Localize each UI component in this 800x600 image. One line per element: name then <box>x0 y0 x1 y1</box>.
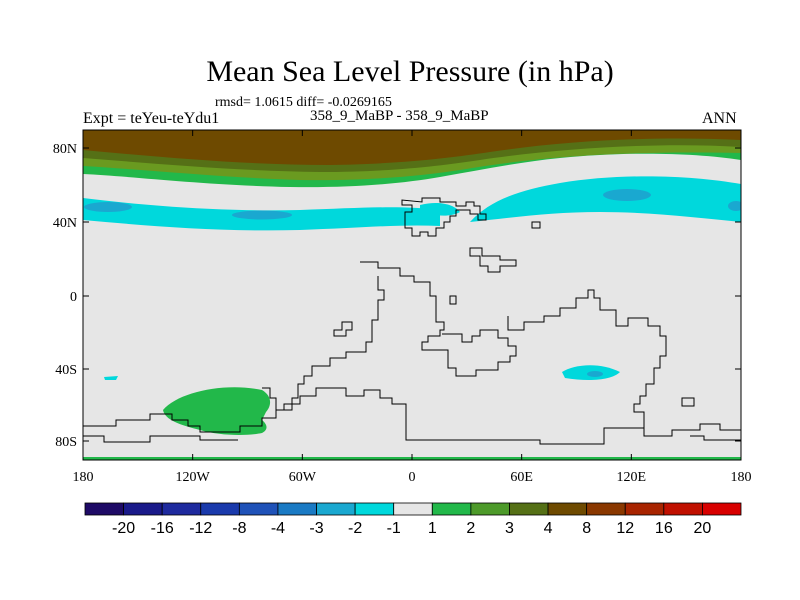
colorbar-swatch <box>84 502 124 516</box>
coast-island-4 <box>333 321 353 337</box>
colorbar-label: -3 <box>309 520 323 537</box>
lon-tick-label: 0 <box>409 470 416 485</box>
lat-tick-label: 80N <box>53 142 77 157</box>
colorbar-label: 20 <box>694 520 712 537</box>
coast-island-5 <box>531 221 541 229</box>
longitude-axis: 180 120W 60W 0 60E 120E 180 <box>73 130 752 485</box>
cyan-fleck <box>104 376 118 380</box>
coast-antarctic-lower <box>83 435 238 443</box>
lat-tick-label: 0 <box>70 290 77 305</box>
coast-africa-sa <box>360 261 517 377</box>
coastlines <box>83 197 741 445</box>
map-field <box>83 130 741 460</box>
colorbar-label: 12 <box>616 520 634 537</box>
colorbar-label: -16 <box>151 520 174 537</box>
colorbar-swatch <box>586 502 626 516</box>
cyan-core-4 <box>728 201 741 211</box>
colorbar-label: -12 <box>189 520 212 537</box>
season-label: ANN <box>702 110 737 127</box>
green-blob-south <box>163 387 271 435</box>
colorbar-swatch <box>316 502 356 516</box>
colorbar-label: 16 <box>655 520 673 537</box>
lon-tick-label: 60E <box>510 470 533 485</box>
period-label: 358_9_MaBP - 358_9_MaBP <box>310 108 489 124</box>
colorbar-swatch <box>393 502 433 516</box>
cyan-band-east <box>470 176 741 222</box>
colorbar-label: 3 <box>505 520 514 537</box>
colorbar-label: -8 <box>232 520 246 537</box>
brown-band <box>83 130 741 165</box>
lon-tick-label: 120W <box>176 470 211 485</box>
colorbar-swatch <box>277 502 317 516</box>
coast-east-rim <box>690 435 741 441</box>
colorbar-swatch <box>470 502 510 516</box>
cyan-blob-atlantic <box>420 202 460 216</box>
lat-tick-label: 40S <box>55 363 77 378</box>
cyan-core-3 <box>603 189 651 201</box>
lat-tick-label: 80S <box>55 435 77 450</box>
colorbar-label: 1 <box>428 520 437 537</box>
colorbar-label: -2 <box>348 520 362 537</box>
experiment-label: Expt = teYeu-teYdu1 <box>83 110 220 127</box>
colorbar-label: 2 <box>466 520 475 537</box>
colorbar-swatch <box>123 502 163 516</box>
lat-tick-label: 40N <box>53 216 77 231</box>
lon-tick-label: 180 <box>731 470 752 485</box>
latitude-axis: 80N 40N 0 40S 80S <box>53 142 741 450</box>
colorbar-label: 8 <box>582 520 591 537</box>
colorbar-label: -4 <box>271 520 285 537</box>
colorbar-swatch <box>663 502 703 516</box>
colorbar-swatch <box>431 502 472 516</box>
colorbar-swatch <box>354 502 395 516</box>
coast-north-europe <box>401 197 487 237</box>
coast-island-1 <box>681 397 695 407</box>
coast-island-2 <box>469 247 517 273</box>
colorbar-swatch <box>238 502 279 516</box>
coast-australia <box>507 289 667 428</box>
colorbar-label: -20 <box>112 520 135 537</box>
stats-subtitle: rmsd= 1.0615 diff= -0.0269165 <box>215 95 392 110</box>
colorbar-swatch <box>702 502 742 516</box>
coast-island-3 <box>449 295 457 305</box>
coast-antarctic <box>83 387 741 445</box>
colorbar-swatch <box>509 502 549 516</box>
cyan-core-1 <box>84 202 132 212</box>
colorbar-swatch <box>624 502 665 516</box>
map-title: Mean Sea Level Pressure (in hPa) <box>206 55 614 88</box>
lon-tick-label: 60W <box>289 470 317 485</box>
colorbar-label: -1 <box>387 520 401 537</box>
colorbar-swatch <box>161 502 202 516</box>
lon-tick-label: 120E <box>617 470 647 485</box>
colorbar: -20 -16 -12 -8 -4 -3 -2 -1 1 2 3 4 8 12 16 20 <box>84 502 742 537</box>
cyan-core-5 <box>587 371 603 377</box>
cyan-core-2 <box>232 210 292 220</box>
colorbar-swatch <box>547 502 588 516</box>
colorbar-swatch <box>200 502 240 516</box>
colorbar-label: 4 <box>544 520 553 537</box>
lon-tick-label: 180 <box>73 470 94 485</box>
